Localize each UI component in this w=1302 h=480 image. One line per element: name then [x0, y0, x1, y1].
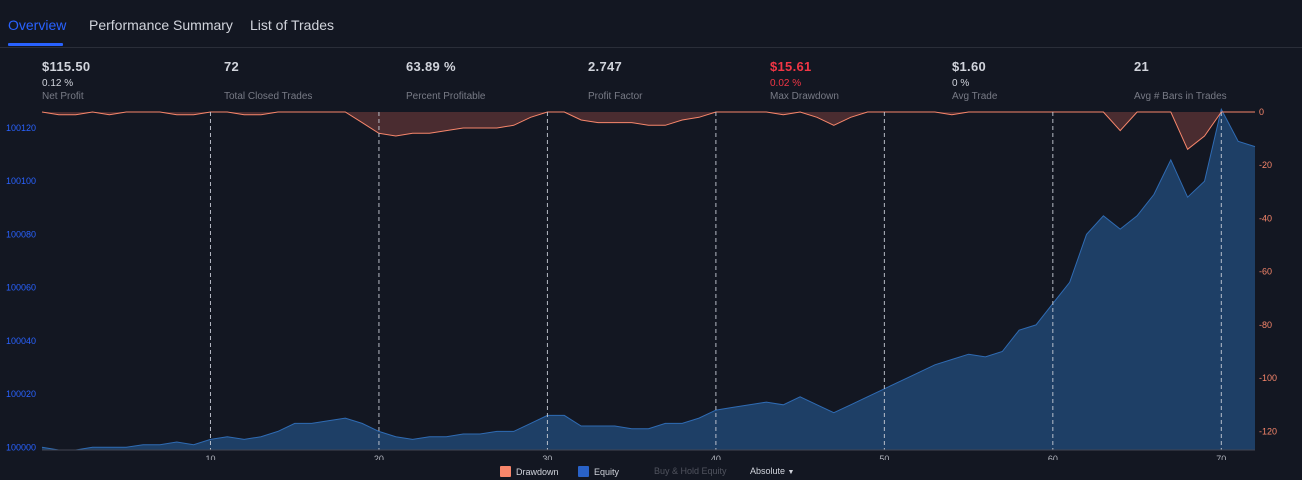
x-tick-label: 20 — [374, 454, 384, 460]
metric-value: $115.50 — [42, 59, 91, 74]
y-left-tick-label: 100020 — [6, 389, 36, 399]
y-right-tick-label: -80 — [1259, 320, 1272, 330]
metric-label: Avg Trade — [952, 91, 998, 102]
y-left-tick-label: 100080 — [6, 229, 36, 239]
metric-profit-factor: 2.747 Profit Factor — [588, 59, 642, 102]
metric-percent: 0.12 % — [42, 78, 74, 89]
x-tick-label: 40 — [711, 454, 721, 460]
metric-avg-trade: $1.60 0 % Avg Trade — [952, 59, 997, 102]
y-right-tick-label: -120 — [1259, 426, 1277, 436]
equity-area — [42, 109, 1255, 451]
metric-max-drawdown: $15.61 0.02 % Max Drawdown — [770, 59, 839, 102]
metric-value: 21 — [1134, 59, 1150, 74]
drawdown-swatch — [500, 466, 511, 477]
tab-bar: Overview Performance Summary List of Tra… — [0, 0, 1302, 48]
tab-list-of-trades[interactable]: List of Trades — [250, 17, 335, 33]
legend-drawdown[interactable]: Drawdown — [500, 466, 559, 477]
metric-percent — [588, 78, 642, 90]
mode-label: Absolute — [750, 466, 786, 476]
y-left-tick-label: 100120 — [6, 123, 36, 133]
y-left-tick-label: 100060 — [6, 283, 36, 293]
x-tick-label: 10 — [205, 454, 215, 460]
legend-equity[interactable]: Equity — [578, 466, 619, 477]
metric-label: Percent Profitable — [406, 91, 486, 102]
x-tick-label: 50 — [879, 454, 889, 460]
metric-label: Max Drawdown — [770, 91, 839, 102]
metric-avg-bars-in-trades: 21 Avg # Bars in Trades — [1134, 59, 1227, 102]
metric-percent — [224, 78, 312, 90]
legend-buy-hold-equity[interactable]: Buy & Hold Equity — [654, 466, 727, 476]
tab-performance-summary[interactable]: Performance Summary — [89, 17, 233, 33]
metric-value: $1.60 — [952, 59, 987, 74]
metric-percent — [1134, 78, 1227, 90]
metric-label: Total Closed Trades — [224, 91, 313, 102]
y-right-tick-label: -40 — [1259, 213, 1272, 223]
equity-swatch — [578, 466, 589, 477]
metric-value: 63.89 % — [406, 59, 456, 74]
tab-overview[interactable]: Overview — [8, 17, 67, 33]
metric-percent: 0 % — [952, 78, 970, 89]
metric-label: Net Profit — [42, 91, 84, 102]
x-tick-label: 70 — [1216, 454, 1226, 460]
equity-drawdown-chart[interactable]: 10 20 30 40 50 60 70 100000 100020 100040 100060 10… — [0, 100, 1302, 460]
metric-percent: 0.02 % — [770, 78, 802, 89]
y-right-tick-label: 0 — [1259, 107, 1264, 117]
metric-percent-profitable: 63.89 % Percent Profitable — [406, 59, 486, 102]
active-tab-indicator — [8, 43, 63, 46]
y-left-tick-label: 100100 — [6, 176, 36, 186]
y-right-tick-label: -60 — [1259, 267, 1272, 277]
metric-label: Avg # Bars in Trades — [1134, 91, 1227, 102]
mode-dropdown[interactable]: Absolute ▼ — [750, 466, 794, 476]
metric-total-closed-trades: 72 Total Closed Trades — [224, 59, 312, 102]
drawdown-area — [42, 112, 1255, 150]
metric-percent — [406, 78, 486, 90]
metric-net-profit: $115.50 0.12 % Net Profit — [42, 59, 90, 102]
metric-value: 2.747 — [588, 59, 623, 74]
metric-value: $15.61 — [770, 59, 812, 74]
y-left-tick-label: 100000 — [6, 442, 36, 452]
metric-value: 72 — [224, 59, 240, 74]
x-tick-label: 60 — [1048, 454, 1058, 460]
metric-label: Profit Factor — [588, 91, 643, 102]
x-tick-label: 30 — [542, 454, 552, 460]
legend-buy-hold-label: Buy & Hold Equity — [654, 466, 727, 476]
y-left-tick-label: 100040 — [6, 336, 36, 346]
caret-down-icon: ▼ — [787, 469, 795, 476]
y-right-tick-label: -100 — [1259, 373, 1277, 383]
y-right-tick-label: -20 — [1259, 160, 1272, 170]
legend-equity-label: Equity — [594, 467, 620, 477]
legend-drawdown-label: Drawdown — [516, 467, 559, 477]
